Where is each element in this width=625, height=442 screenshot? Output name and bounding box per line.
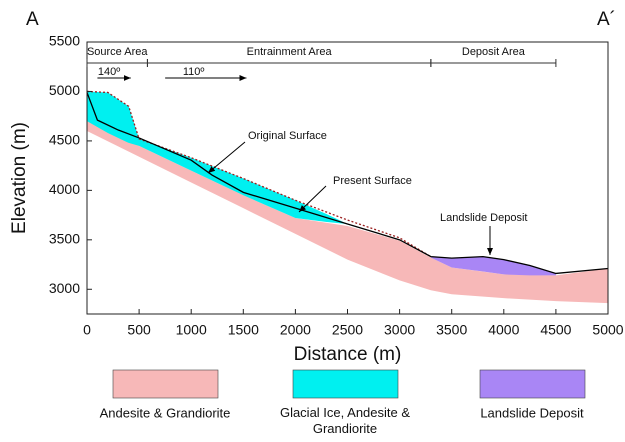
x-tick-label: 5000 (592, 322, 623, 338)
x-tick-label: 3500 (436, 322, 467, 338)
x-tick-label: 4500 (540, 322, 571, 338)
y-axis-title: Elevation (m) (9, 122, 30, 234)
annotation: Present Surface (333, 175, 412, 187)
x-tick-label: 0 (83, 322, 91, 338)
x-tick-label: 4000 (488, 322, 519, 338)
x-tick-label: 500 (127, 322, 151, 338)
direction-label: 140º (98, 66, 120, 78)
layer-area (87, 91, 348, 224)
legend-label: Andesite & Grandiorite (100, 405, 231, 420)
x-axis-title: Distance (m) (294, 344, 402, 365)
annotation: Original Surface (248, 130, 327, 142)
x-tick-label: 2500 (332, 322, 363, 338)
legend-swatch (480, 370, 585, 398)
corner-label: A´ (597, 9, 616, 30)
legend-line: Glacial Ice, Andesite & (280, 405, 410, 420)
legend-swatch (113, 370, 218, 398)
y-tick-label: 5000 (49, 82, 80, 98)
zone-label: Deposit Area (462, 46, 526, 58)
annotation-arrow (208, 142, 245, 173)
chart: 0 500 1000 1500 2000 2500 3000 3500 4000 4500 5000… (0, 0, 625, 442)
zone-label: Entrainment Area (247, 46, 333, 58)
annotation: Landslide Deposit (440, 212, 527, 224)
y-tick-label: 3000 (49, 280, 80, 296)
x-tick-label: 1000 (176, 322, 207, 338)
x-tick-label: 2000 (280, 322, 311, 338)
y-tick-label: 4500 (49, 132, 80, 148)
legend-label: Glacial Ice, Andesite &Grandiorite (280, 405, 410, 436)
legend-line: Grandiorite (313, 421, 377, 436)
corner-label: A (26, 9, 39, 30)
x-tick-label: 1500 (228, 322, 259, 338)
y-tick-label: 3500 (49, 231, 80, 247)
zone-label: Source Area (87, 46, 148, 58)
y-tick-label: 4000 (49, 181, 80, 197)
legend-swatch (293, 370, 398, 398)
legend-label: Landslide Deposit (480, 405, 584, 420)
y-tick-label: 5500 (49, 33, 80, 49)
direction-label: 110º (183, 66, 205, 78)
x-tick-label: 3000 (384, 322, 415, 338)
